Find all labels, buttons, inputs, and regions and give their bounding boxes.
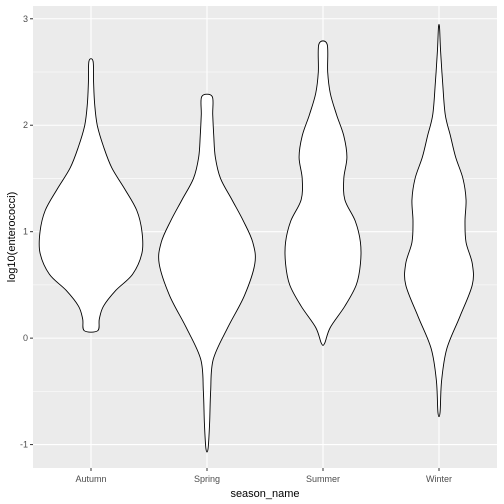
y-tick-label: 1 — [23, 227, 28, 237]
x-tick-label-spring: Spring — [194, 474, 220, 484]
y-tick-label: 2 — [23, 120, 28, 130]
violin-winter — [404, 23, 474, 418]
y-tick-label: -1 — [20, 440, 28, 450]
x-tick-label-summer: Summer — [306, 474, 340, 484]
x-tick-label-winter: Winter — [426, 474, 452, 484]
y-tick-label: 0 — [23, 333, 28, 343]
y-axis-title: log10(enterococci) — [6, 192, 18, 283]
violin-summer — [284, 40, 362, 346]
violin-layer — [38, 23, 474, 453]
x-axis-title: season_name — [230, 488, 299, 500]
x-axis: Autumn Spring Summer Winter — [75, 468, 452, 484]
y-tick-label: 3 — [23, 14, 28, 24]
violin-spring — [158, 93, 256, 453]
violin-autumn — [38, 58, 144, 333]
x-tick-label-autumn: Autumn — [75, 474, 106, 484]
y-axis: -1 0 1 2 3 — [20, 14, 33, 450]
